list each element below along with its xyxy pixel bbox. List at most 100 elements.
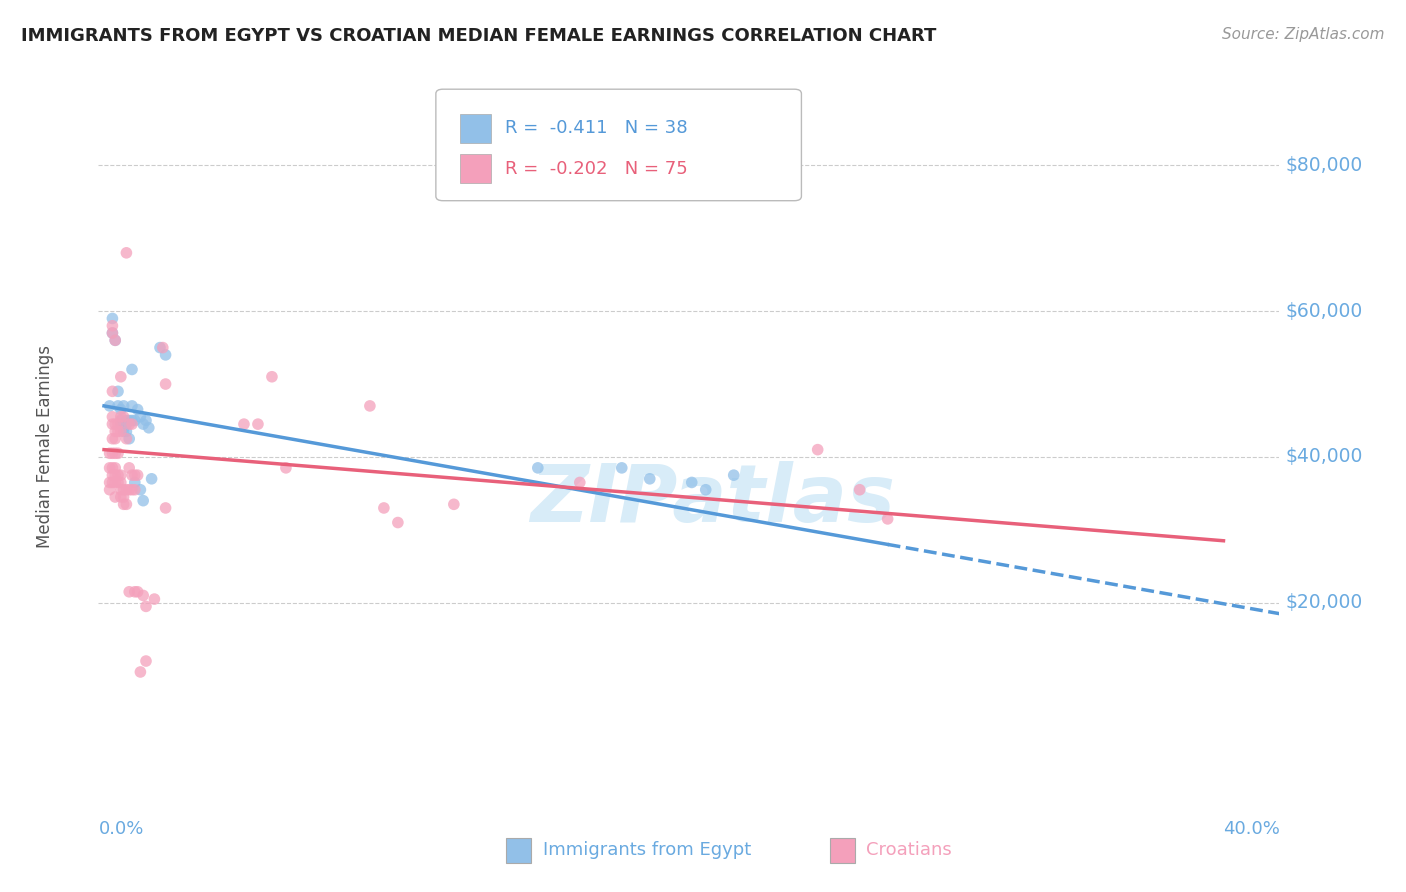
Point (129, 665, 152, 679)
Point (101, 384, 124, 399)
Point (681, 475, 703, 490)
Point (101, 432, 124, 446)
Point (124, 483, 146, 497)
Point (104, 446, 127, 460)
Point (127, 584, 149, 599)
Text: 0.0%: 0.0% (98, 820, 143, 838)
Point (110, 483, 132, 497)
Point (118, 584, 141, 599)
Point (127, 402, 149, 417)
Point (110, 475, 132, 490)
Point (112, 399, 135, 413)
Text: $20,000: $20,000 (1285, 593, 1362, 612)
Text: Source: ZipAtlas.com: Source: ZipAtlas.com (1222, 27, 1385, 42)
Point (135, 654, 157, 668)
Point (98, 475, 121, 490)
Point (124, 413, 146, 427)
Point (848, 483, 870, 497)
Point (807, 442, 830, 457)
Point (118, 432, 141, 446)
Point (115, 497, 138, 511)
Point (124, 475, 146, 490)
Point (112, 483, 135, 497)
Text: Croatians: Croatians (866, 841, 952, 859)
Point (101, 475, 124, 490)
Point (246, 417, 269, 431)
Point (110, 409, 132, 424)
Point (98, 461, 121, 475)
Point (638, 472, 661, 486)
Point (115, 417, 138, 431)
Point (124, 584, 146, 599)
Text: R =  -0.202   N = 75: R = -0.202 N = 75 (505, 160, 688, 178)
Point (373, 500, 395, 515)
Point (107, 468, 129, 483)
Point (568, 475, 591, 490)
Point (101, 311, 124, 326)
Point (107, 417, 129, 431)
Point (112, 421, 135, 435)
Point (610, 461, 633, 475)
Point (127, 468, 149, 483)
Point (110, 490, 132, 504)
Point (112, 409, 135, 424)
Point (695, 483, 717, 497)
Point (129, 409, 152, 424)
Point (155, 377, 177, 392)
Point (107, 384, 129, 399)
Point (101, 417, 124, 431)
Point (274, 461, 297, 475)
Text: IMMIGRANTS FROM EGYPT VS CROATIAN MEDIAN FEMALE EARNINGS CORRELATION CHART: IMMIGRANTS FROM EGYPT VS CROATIAN MEDIAN… (21, 27, 936, 45)
Point (135, 413, 157, 427)
Point (107, 475, 129, 490)
Point (129, 483, 152, 497)
Point (110, 402, 132, 417)
Point (121, 468, 143, 483)
Point (110, 425, 132, 439)
Point (104, 334, 127, 348)
Point (121, 399, 143, 413)
Text: R =  -0.411   N = 38: R = -0.411 N = 38 (505, 120, 688, 137)
Point (876, 512, 898, 526)
Point (121, 417, 143, 431)
Point (118, 461, 141, 475)
Point (143, 592, 166, 607)
Point (118, 413, 141, 427)
Point (155, 348, 177, 362)
Point (101, 461, 124, 475)
Point (124, 468, 146, 483)
Point (110, 369, 132, 384)
Point (101, 468, 124, 483)
Point (115, 432, 138, 446)
Point (121, 483, 143, 497)
Text: Median Female Earnings: Median Female Earnings (37, 344, 55, 548)
Point (104, 417, 127, 431)
Point (104, 425, 127, 439)
Point (104, 475, 127, 490)
Point (135, 599, 157, 614)
Point (121, 362, 143, 376)
Point (107, 446, 129, 460)
Point (98, 446, 121, 460)
Point (233, 417, 256, 431)
Point (115, 245, 138, 260)
Point (141, 472, 163, 486)
Point (115, 425, 138, 439)
Point (110, 413, 132, 427)
Text: $60,000: $60,000 (1285, 301, 1362, 320)
Point (387, 516, 409, 530)
Point (118, 483, 141, 497)
Point (132, 417, 155, 431)
Point (132, 493, 155, 508)
Point (98, 399, 121, 413)
Point (104, 468, 127, 483)
Point (115, 483, 138, 497)
Text: Immigrants from Egypt: Immigrants from Egypt (543, 841, 751, 859)
Point (104, 461, 127, 475)
Point (110, 417, 132, 431)
Point (107, 425, 129, 439)
Point (155, 500, 177, 515)
Point (115, 413, 138, 427)
Text: $40,000: $40,000 (1285, 448, 1362, 467)
Point (723, 468, 745, 483)
